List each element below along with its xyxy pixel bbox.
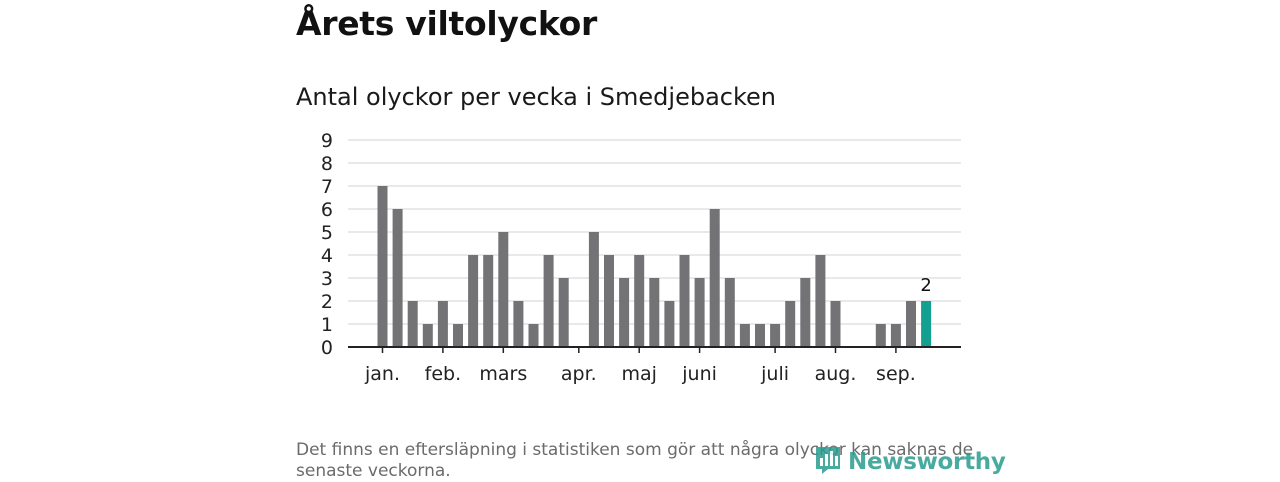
x-tick-label: maj [621, 363, 656, 385]
bar [634, 255, 645, 347]
bar [513, 301, 524, 347]
newsworthy-logo: Newsworthy [814, 444, 1006, 480]
x-tick-label: sep. [876, 363, 916, 385]
highlight-data-label: 2 [920, 275, 931, 296]
chart-subtitle: Antal olyckor per vecka i Smedjebacken [296, 83, 776, 111]
bar [785, 301, 796, 347]
bar [588, 232, 599, 347]
y-tick-label: 0 [321, 337, 333, 359]
bar [739, 324, 750, 347]
footnote: Det finns en eftersläpning i statistiken… [296, 440, 974, 481]
bar [468, 255, 479, 347]
bars [377, 186, 932, 347]
bar [724, 278, 735, 347]
bar [528, 324, 539, 347]
y-tick-label: 4 [321, 245, 333, 267]
y-tick-label: 6 [321, 199, 333, 221]
brand-name: Newsworthy [848, 449, 1006, 475]
x-tick-label: juni [681, 363, 717, 385]
bar [483, 255, 494, 347]
x-tick-label: mars [479, 363, 527, 385]
y-tick-label: 2 [321, 291, 333, 313]
bar [543, 255, 554, 347]
bar [392, 209, 403, 347]
y-tick-label: 8 [321, 153, 333, 175]
bar [664, 301, 675, 347]
bar-chart-logo-icon [814, 445, 842, 479]
bar [694, 278, 705, 347]
y-tick-label: 9 [321, 130, 333, 152]
data-labels: 2 [920, 275, 931, 296]
chart-title: Årets viltolyckor [296, 4, 597, 43]
x-tick-label: feb. [425, 363, 461, 385]
bar [377, 186, 388, 347]
bar [558, 278, 569, 347]
bar [709, 209, 720, 347]
bar [649, 278, 660, 347]
bar [453, 324, 463, 347]
bar [679, 255, 690, 347]
x-tick-label: jan. [364, 363, 400, 385]
x-tick-label: juli [760, 363, 789, 385]
bar [498, 232, 509, 347]
bar [875, 324, 886, 347]
y-tick-label: 5 [321, 222, 333, 244]
bar [619, 278, 630, 347]
y-tick-label: 1 [321, 314, 333, 336]
bar [906, 301, 916, 347]
bar [407, 301, 418, 347]
x-tick-label: apr. [561, 363, 597, 385]
bar [755, 324, 765, 347]
bar [422, 324, 433, 347]
bar [770, 324, 781, 347]
bar [890, 324, 901, 347]
bar [437, 301, 448, 347]
x-axis-ticks: jan. feb. mars apr. maj juni juli aug. sep. [364, 347, 916, 385]
y-tick-label: 7 [321, 176, 333, 198]
y-tick-label: 3 [321, 268, 333, 290]
bar [800, 278, 811, 347]
bar [604, 255, 614, 347]
bar-highlight [921, 301, 932, 347]
bar [815, 255, 826, 347]
bar [830, 301, 841, 347]
x-tick-label: aug. [815, 363, 857, 385]
